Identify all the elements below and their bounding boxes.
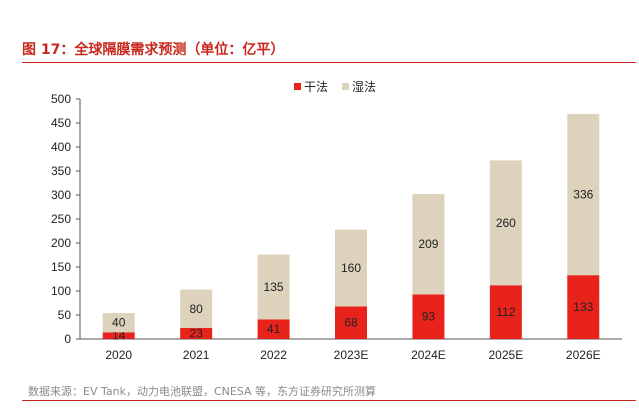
dry-process-bar (257, 319, 290, 339)
dry-process-value-label: 41 (267, 322, 281, 336)
wet-process-value-label: 80 (189, 302, 203, 316)
wet-process-bar (335, 229, 367, 307)
wet-process-bar (257, 254, 290, 320)
dry-process-value-label: 133 (573, 300, 593, 314)
x-tick-label: 2026E (566, 348, 601, 362)
wet-process-value-label: 160 (341, 261, 361, 275)
dry-process-bar (335, 306, 367, 339)
y-axis: 0 50 100 150 200 250 300 350 400 450 500 (51, 92, 81, 346)
data-source-note: 数据来源：EV Tank，动力电池联盟，CNESA 等，东方证券研究所测算 (28, 385, 377, 398)
y-tick-label: 250 (51, 212, 71, 226)
dry-process-value-label: 112 (496, 305, 515, 319)
dry-process-value-label: 93 (422, 310, 436, 324)
figure-title: 图 17：全球隔膜需求预测（单位：亿平） (22, 42, 285, 58)
wet-process-value-label: 40 (112, 316, 126, 330)
legend-swatch-wet (342, 83, 349, 90)
wet-process-bar (180, 289, 213, 328)
dry-process-bar (489, 285, 522, 339)
y-tick-label: 200 (51, 236, 71, 250)
wet-process-value-label: 260 (496, 216, 516, 230)
y-tick-label: 0 (64, 332, 71, 346)
dry-process-bar (567, 275, 600, 339)
legend-swatch-dry (294, 83, 301, 90)
wet-process-bar (412, 194, 445, 295)
legend-label-wet: 湿法 (352, 79, 376, 94)
chart-legend: 干法 湿法 (294, 79, 376, 94)
y-tick-label: 450 (51, 116, 71, 130)
wet-process-value-label: 336 (573, 188, 593, 202)
y-tick-label: 400 (51, 140, 71, 154)
dry-process-value-label: 23 (189, 326, 203, 340)
dry-process-bar (102, 332, 135, 339)
legend-label-dry: 干法 (304, 80, 328, 94)
dry-process-value-label: 68 (344, 316, 358, 330)
dry-process-bar (412, 294, 445, 339)
x-tick-label: 2022 (260, 348, 287, 362)
x-tick-label: 2020 (105, 348, 132, 362)
wet-process-bar (489, 160, 522, 286)
x-axis: 2020 2021 2022 2023E 2024E 2025E 2026E (80, 338, 622, 362)
x-tick-label: 2023E (334, 348, 369, 362)
y-tick-label: 100 (51, 284, 71, 298)
x-tick-label: 2021 (183, 348, 210, 362)
wet-process-value-label: 209 (418, 237, 438, 251)
title-divider (22, 62, 636, 63)
wet-process-value-label: 135 (264, 280, 284, 294)
y-tick-label: 500 (51, 92, 71, 106)
y-tick-label: 150 (51, 260, 71, 274)
x-tick-label: 2025E (489, 348, 524, 362)
y-tick-label: 350 (51, 164, 71, 178)
footer-divider (22, 400, 636, 401)
y-tick-label: 50 (58, 308, 72, 322)
wet-process-bar (102, 313, 135, 333)
dry-process-bar (180, 327, 213, 339)
wet-process-bar (567, 113, 600, 276)
x-tick-label: 2024E (411, 348, 446, 362)
y-tick-label: 300 (51, 188, 71, 202)
